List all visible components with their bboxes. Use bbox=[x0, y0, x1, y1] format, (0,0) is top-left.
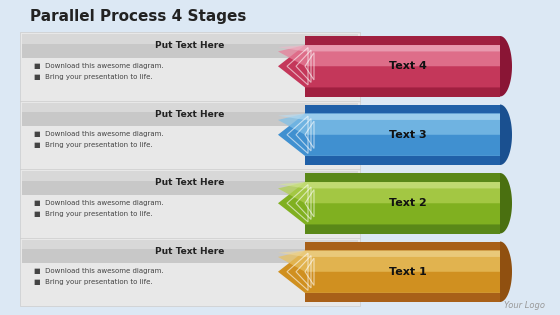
Polygon shape bbox=[500, 36, 512, 96]
Text: Your Logo: Your Logo bbox=[504, 301, 545, 310]
Text: ■  Bring your presentation to life.: ■ Bring your presentation to life. bbox=[34, 279, 153, 285]
Polygon shape bbox=[305, 242, 500, 250]
Text: ■  Download this awesome diagram.: ■ Download this awesome diagram. bbox=[34, 200, 164, 206]
Text: Text 1: Text 1 bbox=[389, 267, 426, 277]
Polygon shape bbox=[278, 250, 500, 272]
Polygon shape bbox=[278, 250, 500, 293]
Polygon shape bbox=[278, 45, 500, 66]
Polygon shape bbox=[278, 114, 500, 120]
Text: Text 3: Text 3 bbox=[389, 130, 426, 140]
Text: ■  Bring your presentation to life.: ■ Bring your presentation to life. bbox=[34, 142, 153, 148]
Polygon shape bbox=[305, 105, 500, 114]
Text: ■  Bring your presentation to life.: ■ Bring your presentation to life. bbox=[34, 211, 153, 217]
Polygon shape bbox=[305, 173, 500, 182]
Polygon shape bbox=[305, 88, 500, 96]
Text: Put Text Here: Put Text Here bbox=[155, 247, 225, 256]
Polygon shape bbox=[305, 156, 500, 165]
Polygon shape bbox=[278, 182, 500, 188]
FancyBboxPatch shape bbox=[22, 239, 358, 263]
Polygon shape bbox=[278, 182, 500, 203]
Polygon shape bbox=[278, 114, 500, 135]
FancyBboxPatch shape bbox=[22, 34, 358, 43]
Polygon shape bbox=[278, 182, 500, 224]
Polygon shape bbox=[278, 45, 500, 88]
Polygon shape bbox=[305, 224, 500, 233]
Text: ■  Download this awesome diagram.: ■ Download this awesome diagram. bbox=[34, 268, 164, 274]
Polygon shape bbox=[305, 36, 500, 45]
Text: ■  Download this awesome diagram.: ■ Download this awesome diagram. bbox=[34, 131, 164, 137]
Polygon shape bbox=[278, 45, 500, 51]
Polygon shape bbox=[278, 114, 500, 156]
Text: Parallel Process 4 Stages: Parallel Process 4 Stages bbox=[30, 9, 246, 24]
Text: Put Text Here: Put Text Here bbox=[155, 179, 225, 187]
FancyBboxPatch shape bbox=[22, 102, 358, 112]
Polygon shape bbox=[305, 293, 500, 302]
Text: Text 2: Text 2 bbox=[389, 198, 426, 208]
FancyBboxPatch shape bbox=[22, 171, 358, 180]
Text: Put Text Here: Put Text Here bbox=[155, 110, 225, 119]
Text: ■  Download this awesome diagram.: ■ Download this awesome diagram. bbox=[34, 63, 164, 69]
Polygon shape bbox=[278, 250, 500, 257]
FancyBboxPatch shape bbox=[22, 171, 358, 195]
Text: Put Text Here: Put Text Here bbox=[155, 42, 225, 50]
FancyBboxPatch shape bbox=[22, 239, 358, 249]
Text: ■  Bring your presentation to life.: ■ Bring your presentation to life. bbox=[34, 74, 153, 80]
FancyBboxPatch shape bbox=[22, 102, 358, 127]
FancyBboxPatch shape bbox=[22, 34, 358, 58]
Text: Text 4: Text 4 bbox=[389, 61, 426, 71]
Polygon shape bbox=[500, 173, 512, 233]
Polygon shape bbox=[500, 105, 512, 165]
FancyBboxPatch shape bbox=[20, 32, 360, 306]
Polygon shape bbox=[500, 242, 512, 302]
